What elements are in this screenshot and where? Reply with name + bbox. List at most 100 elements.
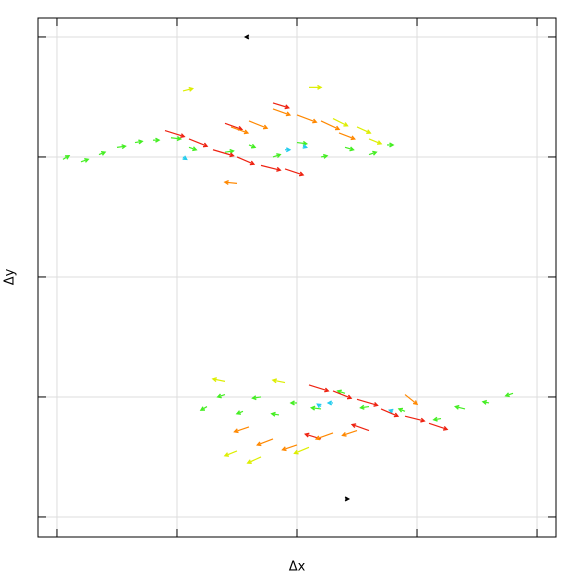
arrow (387, 142, 395, 148)
arrow-head (229, 148, 235, 154)
arrow-head (420, 417, 426, 423)
arrow-shaft (320, 120, 340, 130)
arrow-head (442, 425, 449, 431)
arrow-head (276, 166, 282, 172)
arrow (170, 136, 183, 142)
arrow-head (216, 393, 222, 399)
arrow-head (270, 411, 276, 417)
arrow-head (211, 377, 218, 383)
arrow-head (289, 400, 295, 406)
arrow-shaft (188, 138, 208, 147)
arrow-head (341, 431, 347, 437)
arrow-head (326, 400, 333, 406)
arrow-head (298, 171, 305, 177)
arrow-head (223, 179, 229, 185)
arrow (62, 155, 71, 160)
arrow-head (376, 140, 383, 145)
arrow-head (243, 34, 250, 40)
arrow-head (322, 153, 329, 159)
arrow-head (397, 407, 404, 413)
arrow (236, 156, 256, 166)
arrow-head (281, 446, 287, 452)
arrow-shaft (224, 181, 238, 184)
arrow-shaft (257, 438, 274, 446)
arrow-head (293, 449, 299, 455)
arrow (309, 84, 323, 90)
arrow-head (250, 143, 257, 149)
arrow-head (316, 403, 322, 409)
arrow (344, 146, 355, 152)
arrow (116, 144, 127, 150)
arrow (256, 438, 274, 447)
arrow-shaft (296, 141, 307, 145)
arrow (224, 148, 235, 154)
arrow (344, 496, 351, 502)
arrow (272, 108, 292, 117)
arrow-shaft (455, 405, 466, 410)
arrow (332, 390, 353, 400)
arrow (246, 456, 262, 464)
arrow-head (276, 153, 282, 158)
arrow-head (182, 155, 188, 161)
arrow-shaft (338, 132, 355, 140)
arrow (397, 407, 406, 413)
arrow-shaft (294, 446, 310, 454)
arrow-shaft (224, 450, 238, 457)
arrow-shaft (282, 444, 298, 451)
arrow (309, 405, 322, 411)
arrow-head (349, 146, 355, 152)
arrow (314, 432, 334, 441)
arrow (296, 114, 318, 124)
arrow-shaft (170, 137, 181, 140)
arrow (199, 406, 208, 411)
arrow-head (192, 146, 198, 152)
arrow-head (366, 129, 372, 134)
arrow-head (235, 410, 242, 415)
arrow-shaft (356, 126, 371, 134)
arrow-shaft (272, 379, 286, 384)
arrow (223, 450, 238, 457)
arrow-shaft (234, 426, 250, 433)
arrow (428, 422, 449, 431)
arrow-shaft (272, 108, 291, 116)
arrow-shaft (260, 164, 281, 171)
arrow-head (324, 387, 330, 393)
arrow (293, 446, 310, 455)
arrow (359, 404, 370, 410)
arrow-head (271, 378, 278, 384)
arrow (212, 149, 235, 158)
arrow (326, 400, 334, 406)
arrow (188, 146, 198, 152)
arrow (432, 416, 442, 422)
arrow (320, 120, 341, 131)
arrow-head (243, 129, 250, 135)
arrow (134, 139, 144, 145)
arrow-shaft (316, 432, 334, 440)
arrow (341, 429, 358, 437)
arrow-shaft (332, 118, 348, 127)
arrow-shaft (352, 423, 370, 432)
arrow-head (84, 157, 90, 163)
arrow-head (454, 404, 460, 410)
arrow (260, 164, 282, 172)
arrow-head (334, 125, 341, 131)
arrow (272, 102, 290, 110)
arrow (243, 34, 250, 40)
arrow (98, 150, 107, 156)
arrow-head (256, 441, 262, 447)
arrow-shaft (296, 114, 317, 123)
arrow (338, 132, 356, 141)
arrow-head (233, 428, 239, 434)
arrow (188, 138, 209, 148)
arrow-head (336, 389, 342, 395)
arrow (356, 398, 379, 407)
arrow-head (343, 122, 349, 127)
arrow-shaft (332, 390, 352, 399)
arrow-head (372, 150, 378, 156)
arrow-shaft (230, 126, 248, 134)
arrow (356, 126, 372, 134)
arrow-head (389, 142, 395, 148)
arrow (230, 126, 250, 135)
arrow-shaft (342, 429, 358, 436)
